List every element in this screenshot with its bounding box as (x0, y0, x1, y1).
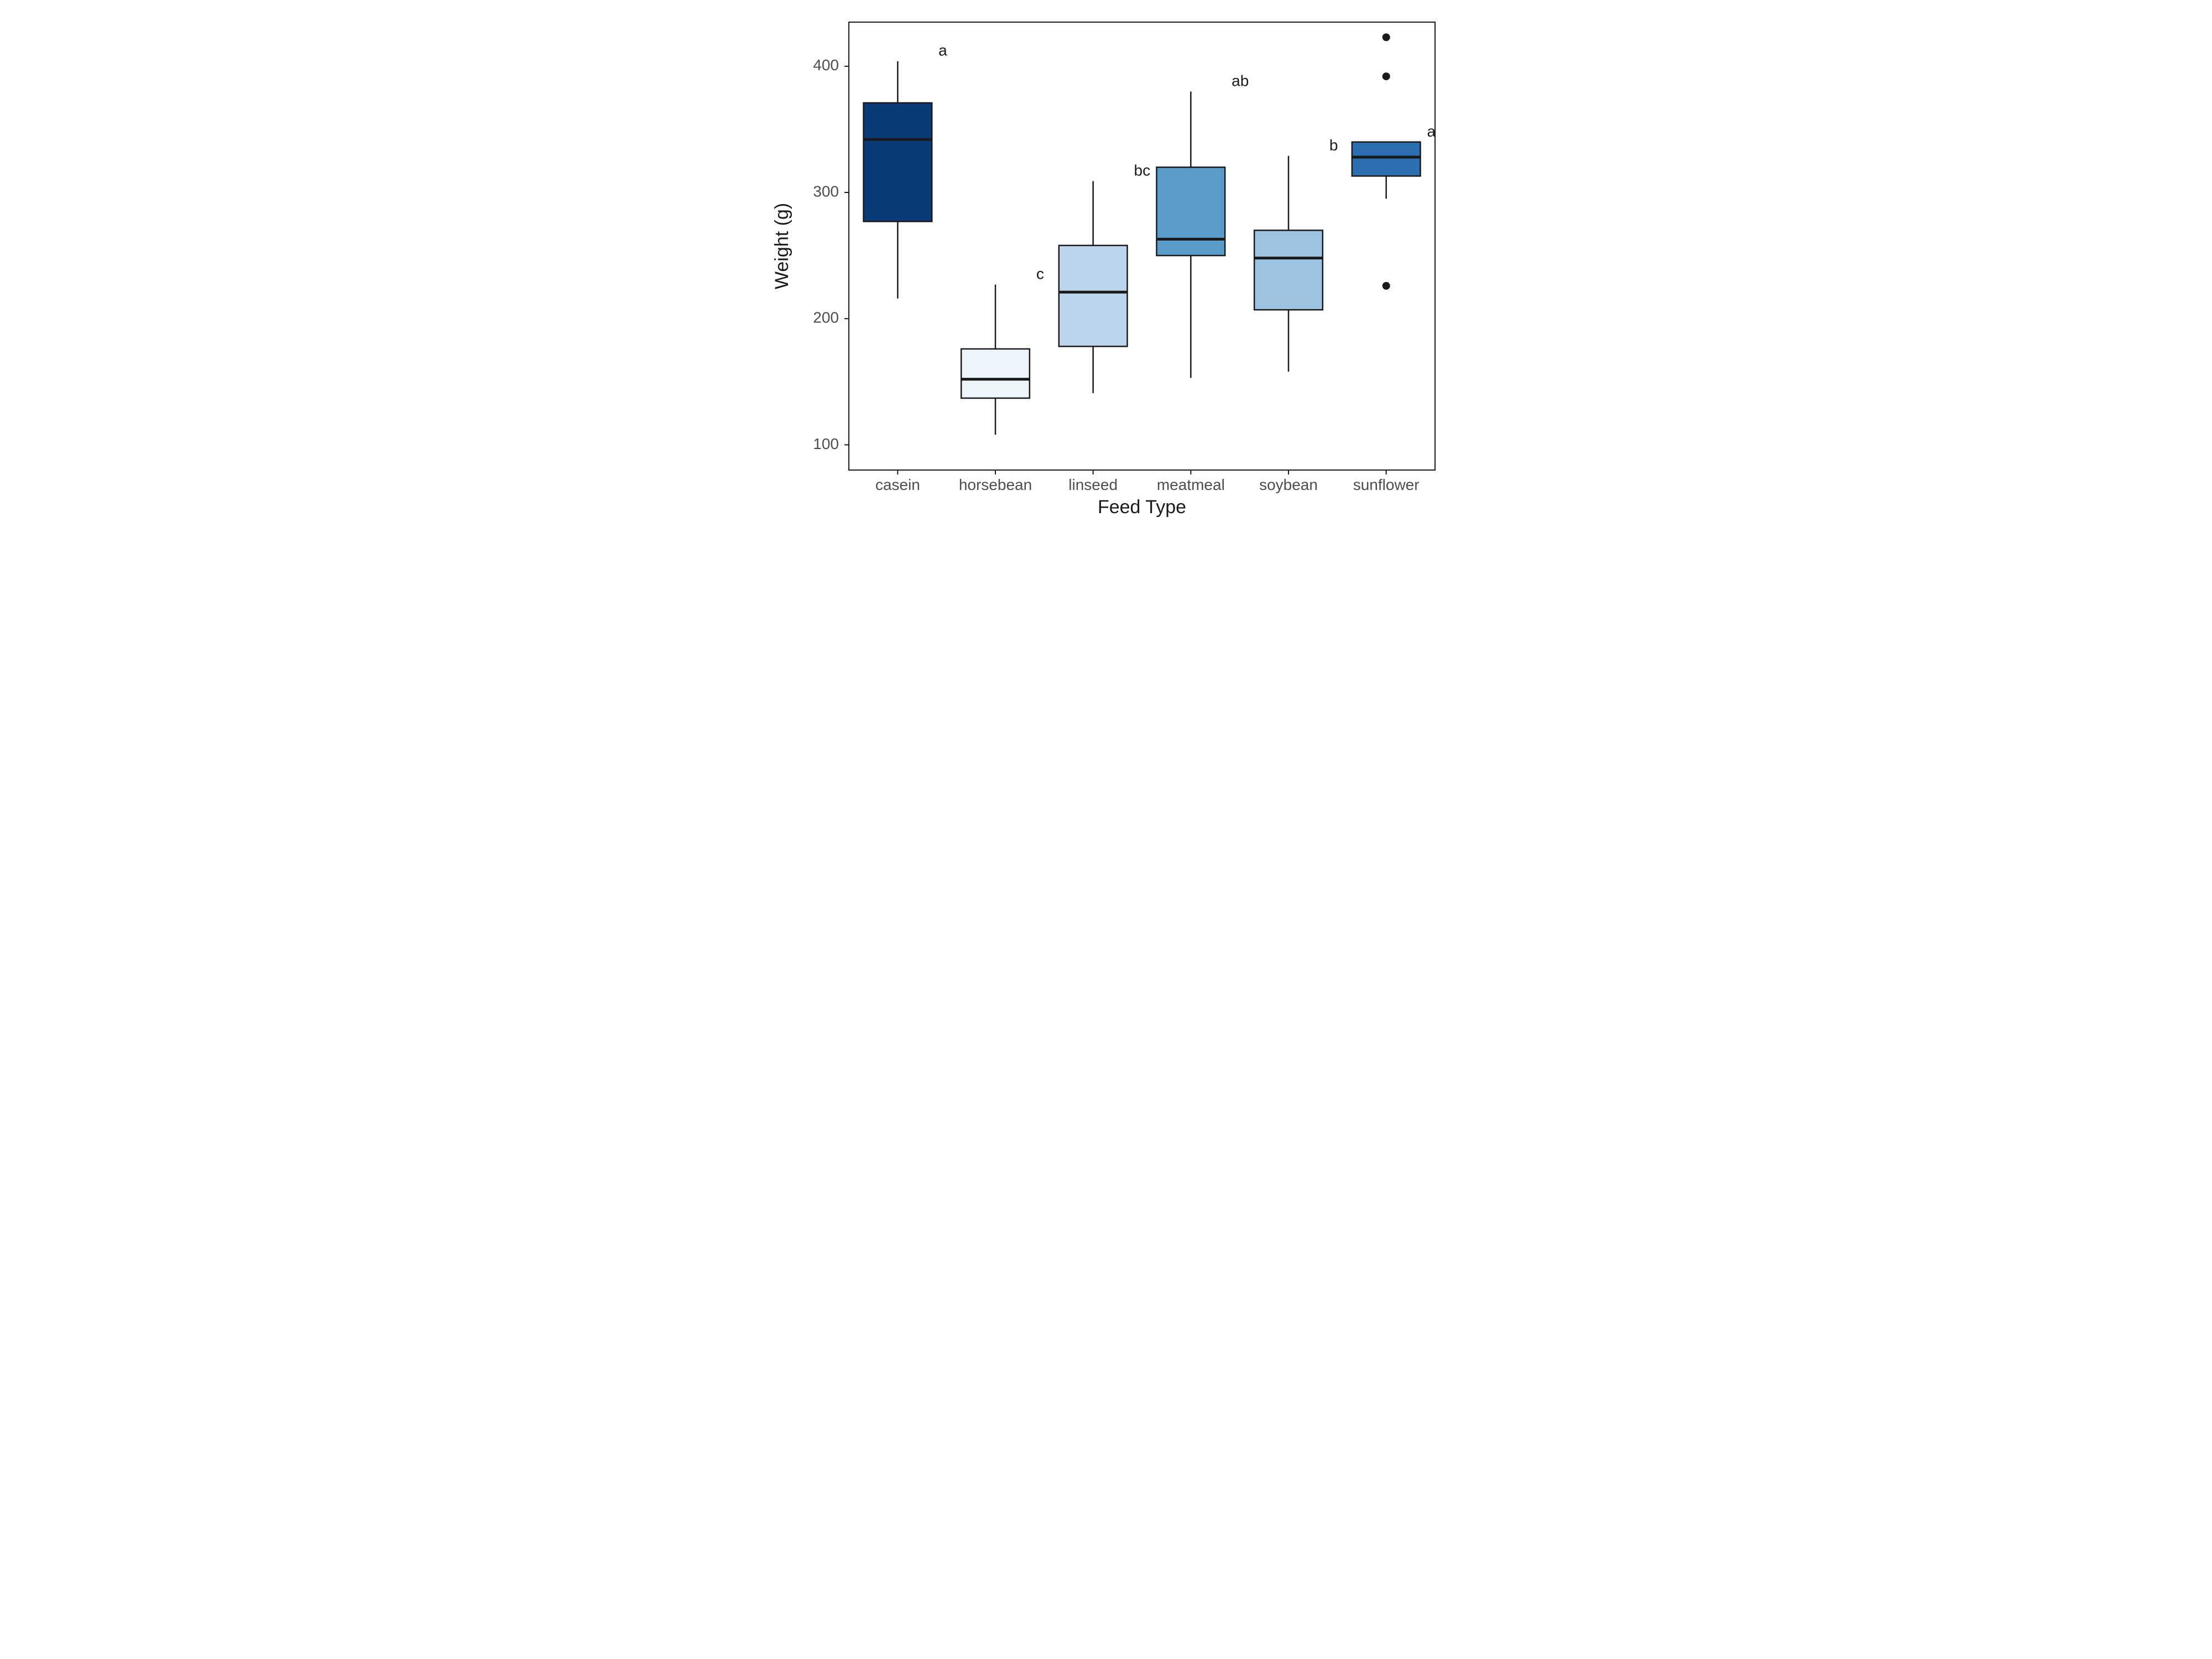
box (1059, 246, 1128, 347)
boxplot-meatmeal: ab (1157, 72, 1249, 378)
panel-border (849, 22, 1435, 470)
boxplot-casein: a (864, 42, 948, 299)
box (1157, 167, 1225, 255)
y-tick-label: 100 (813, 435, 839, 452)
outlier-point (1383, 72, 1390, 80)
x-category-label: soybean (1259, 476, 1318, 493)
boxplot-chart: 100 200 300 400 casein horsebean linseed meatme… (752, 0, 1460, 531)
x-category-label: linseed (1068, 476, 1118, 493)
box (1254, 230, 1323, 310)
chart-svg: 100 200 300 400 casein horsebean linseed meatme… (752, 0, 1460, 531)
sig-letter: b (1329, 137, 1338, 154)
x-category-label: horsebean (959, 476, 1032, 493)
y-tick-label: 200 (813, 309, 839, 326)
box (1352, 142, 1421, 176)
boxplot-soybean: b (1254, 137, 1338, 372)
sig-letter: c (1036, 265, 1044, 283)
boxplot-linseed: bc (1059, 161, 1150, 393)
box (961, 349, 1030, 398)
boxplot-sunflower: a (1352, 33, 1436, 289)
boxplot-horsebean: c (961, 265, 1044, 435)
x-category-label: casein (875, 476, 920, 493)
x-category-label: sunflower (1353, 476, 1420, 493)
y-tick-label: 400 (813, 56, 839, 74)
y-tick-label: 300 (813, 182, 839, 200)
sig-letter: bc (1134, 161, 1151, 179)
box (864, 103, 932, 221)
sig-letter: a (1427, 123, 1436, 140)
sig-letter: ab (1232, 72, 1249, 89)
outlier-point (1383, 282, 1390, 290)
outlier-point (1383, 33, 1390, 41)
sig-letter: a (938, 42, 947, 59)
x-axis-title: Feed Type (1098, 497, 1186, 518)
x-category-label: meatmeal (1157, 476, 1225, 493)
y-axis-title: Weight (g) (771, 203, 792, 289)
